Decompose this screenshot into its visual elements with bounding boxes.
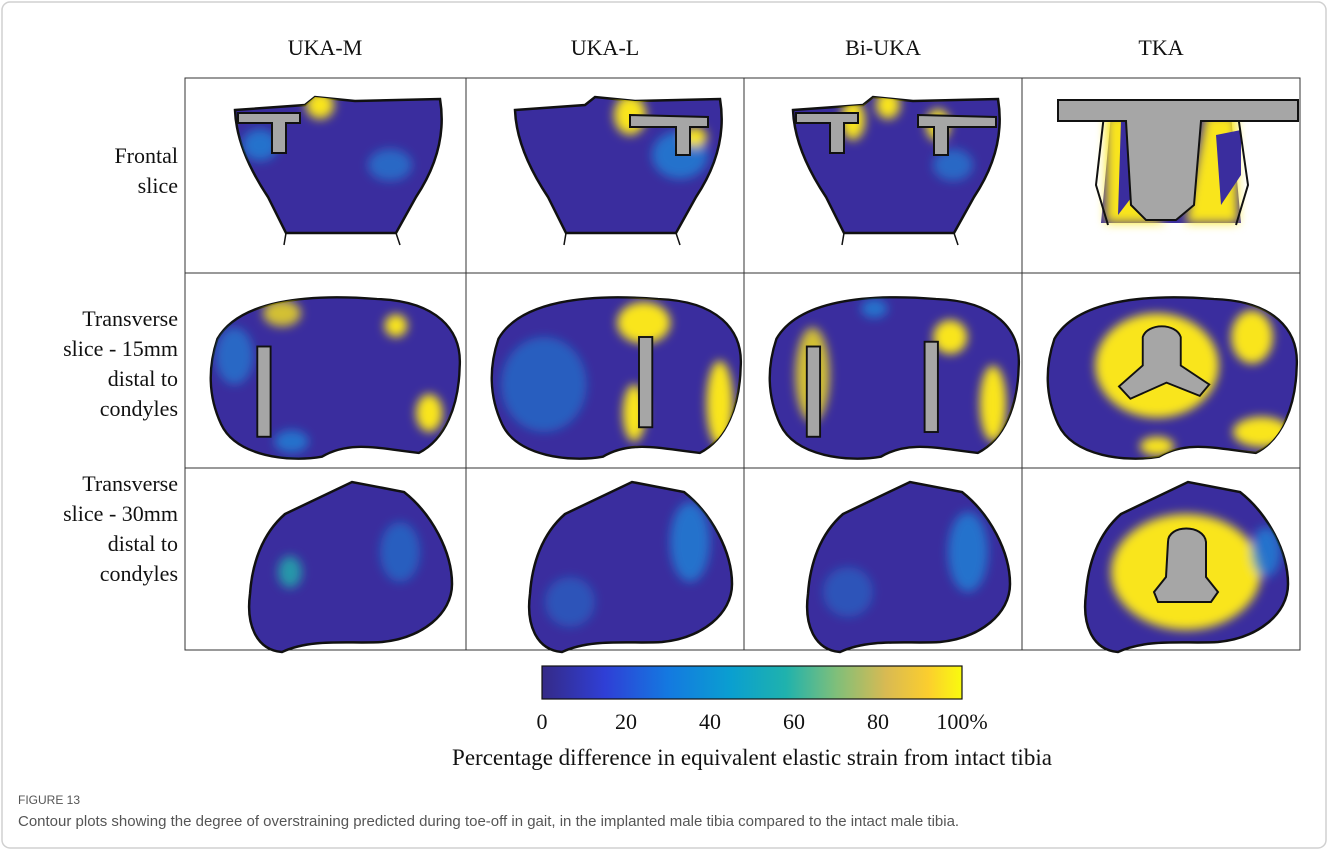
figure-label: FIGURE 13 [18,793,80,807]
row-label: distal to [108,531,178,556]
colorbar [542,666,962,699]
contour-plot [515,95,722,245]
column-header: TKA [1138,35,1183,60]
contour-plot [1058,100,1298,225]
colorbar-tick-label: 20 [615,709,637,734]
row-label: slice [138,173,178,198]
colorbar-label: Percentage difference in equivalent elas… [452,745,1052,770]
column-header: UKA-M [288,35,363,60]
contour-plot [1085,482,1288,652]
colorbar-tick-label: 60 [783,709,805,734]
row-label: Transverse [82,471,178,496]
colorbar-tick-label: 40 [699,709,721,734]
contour-plot [529,482,732,652]
row-label: distal to [108,366,178,391]
column-header: Bi-UKA [845,35,921,60]
contour-plot [249,482,452,652]
contour-plot [807,482,1010,652]
row-label: slice - 30mm [63,501,178,526]
row-label: Transverse [82,306,178,331]
column-header: UKA-L [571,35,639,60]
figure: UKA-M UKA-L Bi-UKA TKA Frontal slice Tra… [0,0,1328,856]
contour-plot [211,297,460,458]
row-label: condyles [100,561,178,586]
row-label: condyles [100,396,178,421]
row-label: slice - 15mm [63,336,178,361]
contour-plot [793,91,1000,245]
contour-plot [235,91,442,245]
colorbar-tick-label: 0 [537,709,548,734]
colorbar-tick-label: 100% [936,709,987,734]
colorbar-tick-label: 80 [867,709,889,734]
caption: Contour plots showing the degree of over… [18,813,959,830]
contour-plot [1048,297,1297,458]
contour-plot [492,297,741,458]
contour-plot [770,297,1019,458]
row-label: Frontal [114,143,178,168]
